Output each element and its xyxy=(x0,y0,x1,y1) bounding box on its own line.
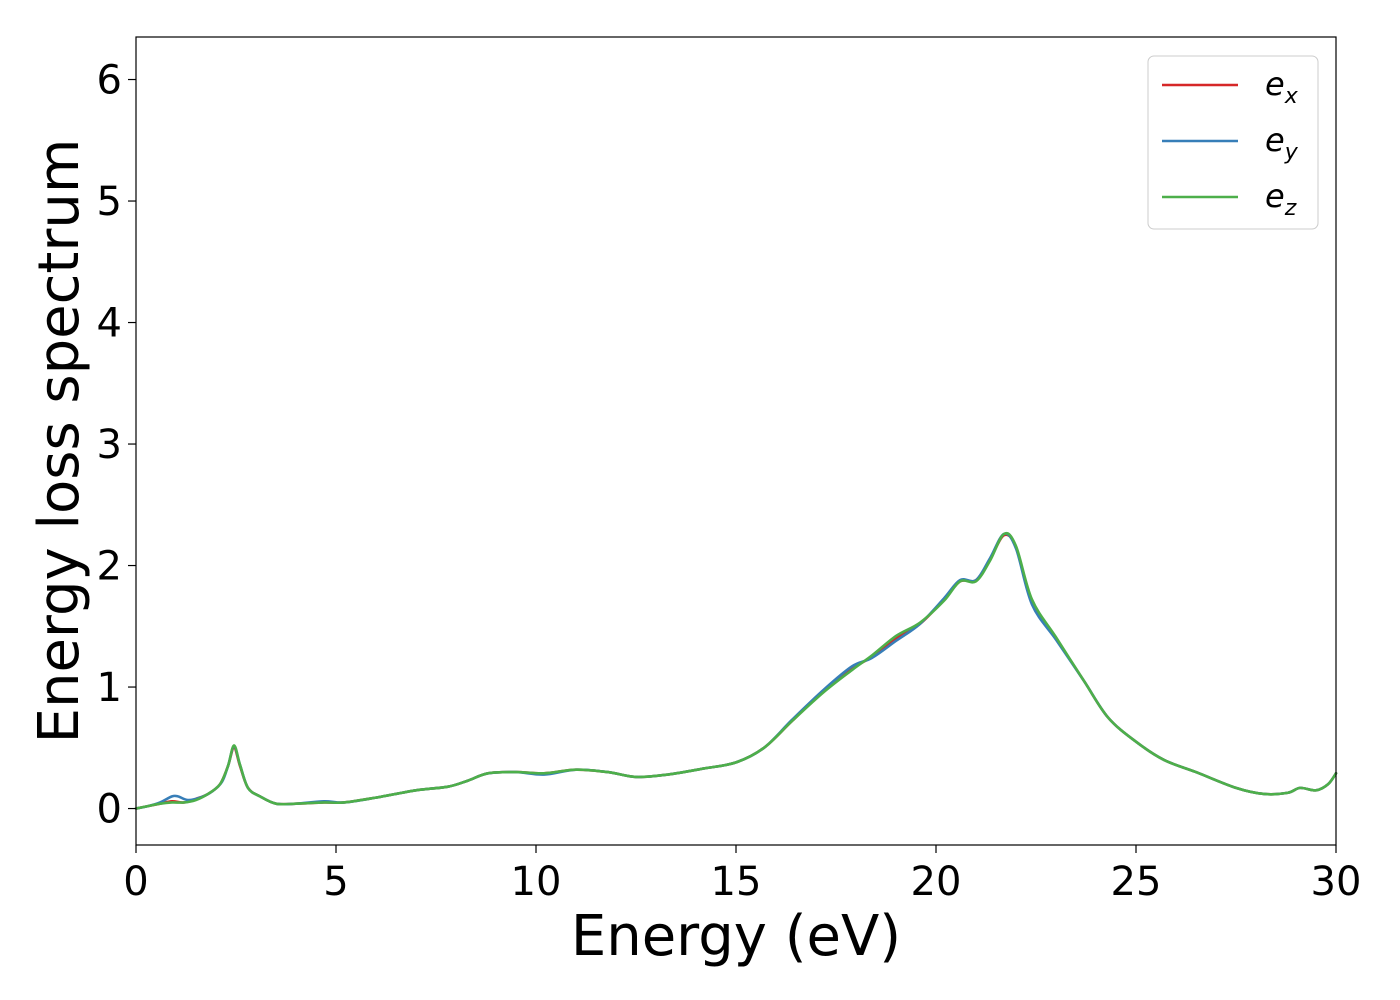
y-tick-label: 5 xyxy=(97,179,122,225)
x-tick-label: 15 xyxy=(711,859,762,905)
y-tick-label: 4 xyxy=(97,301,122,347)
x-tick-label: 5 xyxy=(323,859,348,905)
legend-entries: ex ey ez xyxy=(1162,65,1299,221)
x-tick-label: 10 xyxy=(511,859,562,905)
y-axis-ticks: 0 1 2 3 4 5 6 xyxy=(97,58,136,833)
x-axis-title: Energy (eV) xyxy=(571,904,901,969)
legend-label-z: ez xyxy=(1265,177,1297,221)
y-tick-label: 2 xyxy=(97,544,122,590)
legend-label-x: ex xyxy=(1265,65,1299,109)
y-axis-title: Energy loss spectrum xyxy=(27,139,92,744)
x-tick-label: 25 xyxy=(1111,859,1162,905)
legend-box xyxy=(1147,55,1319,230)
y-tick-label: 6 xyxy=(97,58,122,104)
legend-label-y: ey xyxy=(1265,121,1299,165)
plot-lines xyxy=(134,531,1338,810)
legend: ex ey ez xyxy=(1147,55,1319,230)
y-tick-label: 0 xyxy=(97,787,122,833)
series-line-e-z xyxy=(134,531,1338,810)
x-tick-label: 30 xyxy=(1311,859,1362,905)
x-tick-label: 0 xyxy=(123,859,148,905)
x-tick-label: 20 xyxy=(911,859,962,905)
x-axis-ticks: 0 5 10 15 20 25 30 xyxy=(123,845,1361,905)
series-line-e-x xyxy=(134,533,1338,810)
y-tick-label: 3 xyxy=(97,422,122,468)
y-tick-label: 1 xyxy=(97,665,122,711)
series-line-e-y xyxy=(134,532,1338,810)
